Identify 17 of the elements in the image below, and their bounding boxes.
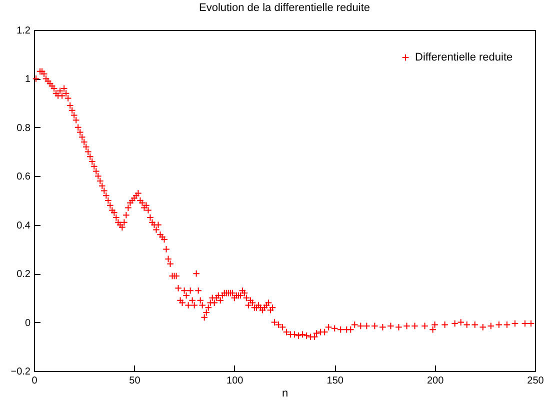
y-tick-label: 0.6 — [16, 172, 31, 183]
y-tick-label: 0.4 — [16, 220, 31, 232]
y-tick-label: −0.2 — [10, 366, 31, 378]
y-tick-label: 0.2 — [16, 269, 31, 280]
x-tick-label: 50 — [129, 376, 141, 386]
y-tick-label: 1 — [24, 74, 31, 86]
x-tick-label: 0 — [32, 376, 38, 386]
y-tick-label: 0.8 — [16, 122, 31, 134]
chart-title: Evolution de la differentielle reduite — [198, 2, 370, 14]
y-tick-label: 1.2 — [16, 26, 31, 36]
y-tick-label: 0 — [24, 318, 31, 329]
x-tick-label: 200 — [426, 376, 444, 386]
x-tick-label: 250 — [527, 376, 544, 386]
legend-label: Differentielle reduite — [415, 52, 513, 64]
x-tick-label: 150 — [326, 376, 344, 386]
x-tick-label: 100 — [226, 376, 244, 386]
x-axis-title: n — [282, 388, 288, 400]
